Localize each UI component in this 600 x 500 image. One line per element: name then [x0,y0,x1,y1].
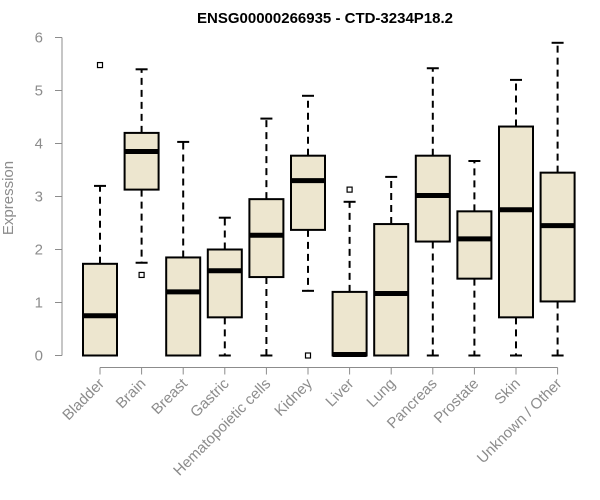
y-axis-label: Expression [0,161,17,235]
chart-title: ENSG00000266935 - CTD-3234P18.2 [197,10,453,27]
box-iqr [331,290,368,357]
x-tick-label: Liver [322,375,357,410]
outlier-point [138,271,145,279]
y-tick-label: 2 [35,242,43,259]
box-iqr [123,131,160,191]
box-group [206,216,243,357]
x-tick-label: Kidney [271,375,316,420]
box-group [290,94,326,359]
box-group [539,41,576,357]
x-tick-label: Bladder [59,375,108,424]
y-tick-label: 0 [35,348,43,365]
outlier-point [346,186,353,193]
box-group [248,117,285,357]
box-iqr [498,125,534,319]
outlier-point [304,352,312,359]
y-tick-label: 5 [35,83,43,100]
y-tick-label: 3 [35,189,43,206]
box-group [123,68,160,279]
box-iqr [82,262,118,357]
box-group [414,67,451,357]
box-iqr [373,223,410,357]
x-tick-label: Skin [491,375,524,408]
box-group [165,140,202,357]
box-iqr [539,171,576,303]
box-iqr [290,154,326,231]
box-iqr [456,210,493,280]
box-group [456,159,493,357]
box-group [82,61,118,357]
x-tick-label: Brain [113,375,150,412]
y-tick-label: 6 [35,30,43,47]
x-tick-label: Prostate [431,375,483,427]
box-iqr [248,198,285,279]
box-group [331,186,368,357]
y-axis: 0 1 2 3 4 5 6 [35,30,63,365]
box-iqr [165,256,202,357]
box-iqr [414,154,451,243]
box-group [373,175,410,357]
box-series [82,41,576,359]
x-tick-label: Lung [363,375,399,411]
y-tick-label: 1 [35,295,43,312]
outlier-point [96,61,104,69]
box-iqr [206,248,243,319]
y-tick-label: 4 [35,136,43,153]
x-tick-label: Breast [148,375,191,418]
box-group [498,78,534,357]
